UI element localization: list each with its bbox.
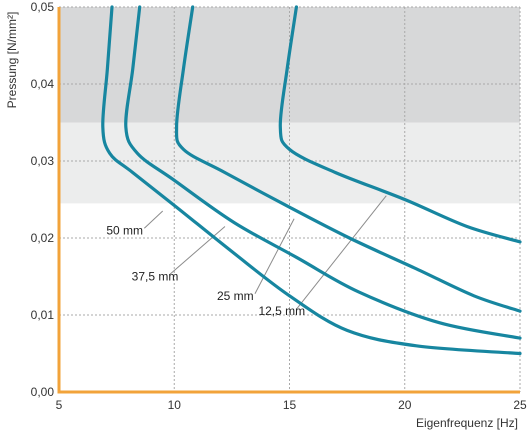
leader-line-1 — [143, 210, 164, 229]
y-tick-label: 0,05 — [31, 0, 55, 14]
axes — [57, 7, 520, 394]
series-line-3 — [174, 5, 522, 313]
x-tick-label: 25 — [513, 398, 527, 412]
series-line-2 — [124, 5, 522, 340]
x-tick-label: 5 — [56, 398, 63, 412]
y-tick-label: 0,04 — [31, 77, 55, 91]
series-lines — [101, 5, 522, 356]
series-line-4 — [278, 5, 522, 244]
leader-line-2 — [169, 226, 226, 275]
y-tick-label: 0,01 — [31, 308, 55, 322]
y-axis-title: Pressung [N/mm²] — [5, 12, 19, 109]
series-label-3: 25 mm — [217, 289, 254, 303]
y-tick-label: 0,00 — [31, 385, 55, 399]
tick-labels: 5 10 15 20 25 0,00 0,01 0,02 0,03 0,04 0,05 — [31, 0, 527, 412]
series-label-1: 50 mm — [106, 223, 143, 237]
x-axis-title: Eigenfrequenz [Hz] — [416, 416, 518, 430]
series-labels: 50 mm 37,5 mm 25 mm 12,5 mm — [106, 223, 305, 318]
leader-line-3 — [254, 218, 295, 294]
leader-line-4 — [296, 195, 387, 310]
x-tick-label: 20 — [398, 398, 412, 412]
label-leader-lines — [143, 195, 387, 310]
series-line-1 — [101, 5, 522, 356]
x-tick-label: 15 — [283, 398, 297, 412]
y-tick-label: 0,03 — [31, 154, 55, 168]
y-tick-label: 0,02 — [31, 231, 55, 245]
series-label-4: 12,5 mm — [258, 304, 305, 318]
series-label-2: 37,5 mm — [132, 270, 179, 284]
x-tick-label: 10 — [168, 398, 182, 412]
